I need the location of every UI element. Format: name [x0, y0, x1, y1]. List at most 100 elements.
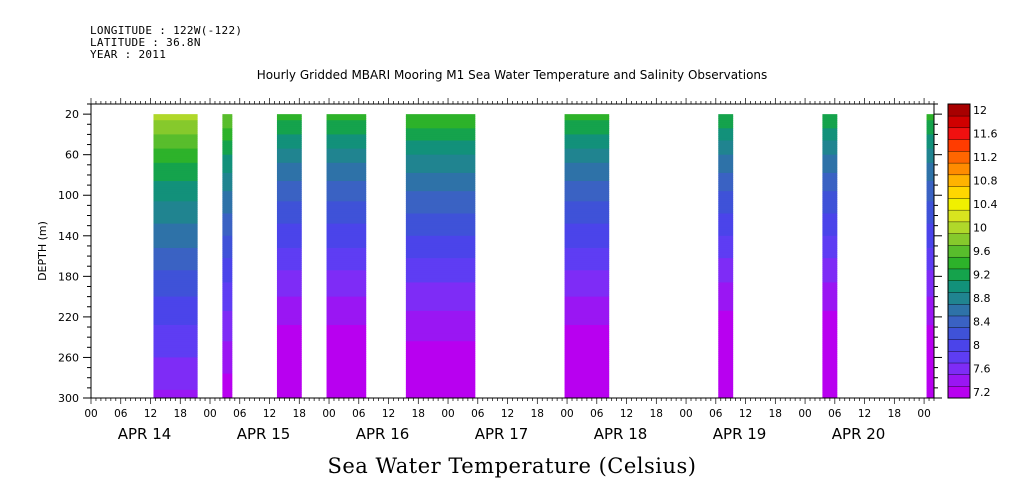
- contour-cell: [405, 296, 476, 300]
- contour-cell: [718, 203, 734, 206]
- contour-cell: [926, 395, 934, 398]
- contour-cell: [153, 316, 198, 320]
- contour-cell: [153, 205, 198, 208]
- contour-cell: [718, 302, 734, 306]
- contour-cell: [926, 325, 934, 328]
- contour-cell: [718, 164, 734, 168]
- contour-cell: [926, 130, 934, 133]
- contour-cell: [276, 223, 302, 227]
- contour-cell: [564, 201, 610, 204]
- contour-cell: [222, 387, 233, 391]
- contour-cell: [405, 136, 476, 139]
- contour-cell: [326, 282, 367, 285]
- contour-cell: [926, 172, 934, 176]
- contour-cell: [718, 347, 734, 350]
- contour-cell: [153, 339, 198, 342]
- hour-tick-label: 18: [531, 408, 544, 420]
- contour-cell: [822, 391, 838, 395]
- contour-cell: [326, 130, 367, 133]
- contour-cell: [153, 335, 198, 338]
- contour-cell: [926, 264, 934, 267]
- contour-cell: [405, 322, 476, 326]
- contour-cell: [153, 233, 198, 237]
- contour-cell: [326, 168, 367, 172]
- contour-cell: [926, 211, 934, 214]
- contour-cell: [153, 217, 198, 221]
- contour-cell: [564, 254, 610, 257]
- contour-cell: [153, 256, 198, 259]
- contour-cell: [405, 138, 476, 141]
- contour-cell: [822, 365, 838, 369]
- contour-cell: [564, 247, 610, 251]
- contour-cell: [153, 126, 198, 129]
- contour-cell: [926, 187, 934, 190]
- hour-tick-label: 00: [798, 408, 811, 420]
- contour-cell: [153, 144, 198, 148]
- contour-cell: [222, 278, 233, 281]
- contour-cell: [222, 260, 233, 263]
- contour-cell: [405, 237, 476, 241]
- contour-cell: [926, 233, 934, 237]
- contour-cell: [405, 389, 476, 393]
- colorbar-swatch: [947, 209, 971, 223]
- contour-cell: [822, 227, 838, 231]
- contour-cell: [153, 229, 198, 233]
- contour-cell: [822, 247, 838, 251]
- contour-cell: [222, 256, 233, 259]
- contour-cell: [153, 343, 198, 346]
- contour-cell: [405, 231, 476, 235]
- contour-cell: [718, 134, 734, 137]
- hour-tick-label: 00: [441, 408, 454, 420]
- contour-cell: [822, 296, 838, 300]
- contour-cell: [276, 383, 302, 387]
- contour-cell: [326, 166, 367, 170]
- contour-cell: [326, 160, 367, 164]
- y-tick-label: 140: [58, 230, 79, 243]
- contour-cell: [564, 227, 610, 231]
- contour-cell: [405, 365, 476, 369]
- contour-cell: [222, 347, 233, 350]
- contour-cell: [718, 272, 734, 275]
- contour-cell: [222, 320, 233, 324]
- contour-cell: [326, 335, 367, 338]
- colorbar-label: 8.4: [973, 316, 991, 329]
- contour-cell: [926, 217, 934, 221]
- contour-cell: [822, 207, 838, 210]
- contour-cell: [222, 148, 233, 152]
- contour-cell: [405, 320, 476, 324]
- contour-cell: [276, 333, 302, 336]
- contour-cell: [276, 191, 302, 194]
- contour-cell: [405, 124, 476, 127]
- contour-cell: [718, 221, 734, 225]
- contour-cell: [564, 327, 610, 330]
- contour-cell: [222, 233, 233, 237]
- day-label: APR 20: [832, 425, 886, 443]
- contour-cell: [153, 377, 198, 381]
- contour-cell: [153, 300, 198, 304]
- contour-cell: [405, 347, 476, 350]
- contour-cell: [326, 367, 367, 371]
- contour-cell: [822, 359, 838, 363]
- contour-cell: [822, 128, 838, 131]
- contour-cell: [564, 349, 610, 352]
- contour-cell: [822, 235, 838, 239]
- contour-cell: [405, 262, 476, 265]
- hour-tick-label: 18: [174, 408, 187, 420]
- contour-cell: [326, 325, 367, 328]
- contour-cell: [222, 280, 233, 283]
- contour-cell: [822, 146, 838, 150]
- contour-cell: [326, 197, 367, 200]
- contour-cell: [926, 215, 934, 219]
- contour-cell: [405, 349, 476, 352]
- contour-cell: [153, 237, 198, 241]
- contour-cell: [276, 211, 302, 214]
- contour-cell: [222, 284, 233, 287]
- contour-cell: [153, 221, 198, 225]
- contour-cell: [405, 179, 476, 182]
- contour-cell: [822, 262, 838, 265]
- contour-cell: [153, 166, 198, 170]
- contour-cell: [564, 312, 610, 316]
- contour-cell: [222, 254, 233, 257]
- contour-cell: [153, 276, 198, 279]
- contour-cell: [564, 132, 610, 135]
